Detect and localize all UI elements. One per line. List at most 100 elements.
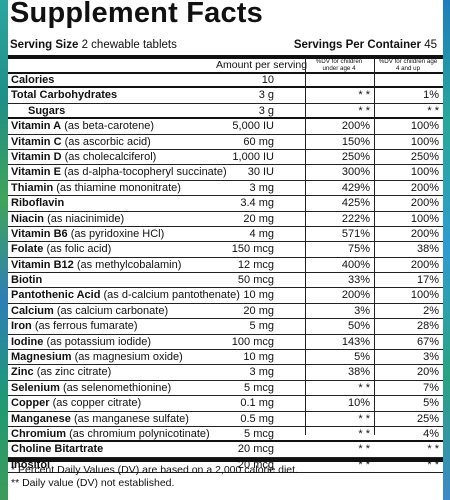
column-divider-1 [305, 58, 306, 435]
dv-4-and-up-value: 38% [416, 243, 439, 256]
serving-size: Serving Size 2 chewable tablets [10, 39, 177, 51]
serving-info: Serving Size 2 chewable tablets Servings… [10, 39, 440, 54]
nutrient-label: Biotin [11, 274, 43, 287]
nutrient-name: Chromium (as chromium polynicotinate) [11, 427, 210, 441]
nutrient-source: (as copper citrate) [52, 397, 142, 410]
dv-4-and-up-value: 200% [410, 197, 439, 210]
dv-4-and-up-value: 250% [410, 150, 439, 163]
nutrient-amount: 10 [261, 74, 274, 86]
nutrient-source: (as beta-carotene) [64, 120, 155, 133]
dv-4-and-up-value: 200% [410, 227, 439, 240]
dv-4-and-up-header: %DV for children age 4 and up [378, 58, 438, 72]
footnote-percent-dv: * Percent Daily Values (DV) are based on… [11, 464, 298, 476]
dv-under-4-value: 33% [347, 274, 370, 287]
nutrient-label: Vitamin D [11, 150, 62, 163]
nutrient-label: Calories [11, 74, 55, 86]
nutrient-row: Niacin (as niacinimide) 20 mg 222% 100% [8, 212, 443, 227]
dv-4-and-up-value: 2% [423, 304, 439, 317]
nutrient-source: (as pyridoxine HCl) [70, 227, 165, 240]
dv-under-4-value: 3% [354, 304, 370, 317]
dv-4-and-up-value: 200% [410, 258, 439, 271]
dv-4-and-up-value: 4% [423, 427, 439, 440]
nutrient-row: Vitamin B12 (as methylcobalamin) 12 mcg 40… [8, 258, 443, 274]
nutrient-amount: 0.1 mg [240, 397, 274, 410]
nutrient-amount: 20 mg [243, 212, 274, 225]
nutrient-amount: 5 mcg [244, 427, 274, 440]
servings-per-container-value: 45 [424, 39, 437, 51]
nutrient-source: (as niacinimide) [47, 212, 125, 225]
dv-under-4-value: 200% [341, 120, 370, 133]
nutrient-amount: 150 mcg [231, 243, 274, 256]
nutrient-label: Chromium [11, 427, 66, 440]
nutrient-source: (as d-alpha-tocopheryl succinate) [64, 166, 227, 179]
nutrient-name: Thiamin (as thiamine mononitrate) [11, 181, 181, 195]
servings-per-container: Servings Per Container 45 [294, 39, 437, 51]
nutrient-label: Sugars [28, 104, 66, 117]
dv-under-4-value: 75% [347, 243, 370, 256]
nutrient-name: Niacin (as niacinimide) [11, 212, 124, 226]
nutrient-amount: 3 g [258, 104, 274, 117]
nutrient-row: Copper (as copper citrate) 0.1 mg 10% 5% [8, 396, 443, 412]
nutrient-name: Pantothenic Acid (as d-calcium pantothen… [11, 288, 240, 302]
nutrient-amount: 4 mg [249, 227, 274, 240]
nutrient-source: (as selenomethionine) [62, 381, 172, 394]
nutrient-row: Riboflavin 3.4 mg 425% 200% [8, 196, 443, 212]
nutrient-row: Thiamin (as thiamine mononitrate) 3 mg 429… [8, 181, 443, 197]
nutrient-source: (as ascorbic acid) [64, 135, 151, 148]
nutrient-label: Vitamin B6 [11, 227, 68, 240]
nutrient-row: Calories 10 [8, 73, 443, 89]
nutrient-source: (as calcium carbonate) [56, 304, 169, 317]
nutrient-source: (as ferrous fumarate) [34, 320, 138, 333]
nutrient-table: Calories 10 Total Carbohydrates 3 g * * 1% S… [8, 73, 443, 474]
nutrient-name: Zinc (as zinc citrate) [11, 365, 111, 379]
nutrient-label: Vitamin E [11, 166, 61, 179]
nutrient-row: Pantothenic Acid (as d-calcium pantothen… [8, 288, 443, 304]
dv-4-and-up-value: 200% [410, 181, 439, 194]
serving-size-value: 2 chewable tablets [81, 39, 177, 51]
nutrient-row: Vitamin A (as beta-carotene) 5,000 IU 200%… [8, 119, 443, 135]
dv-under-4-value: 10% [347, 397, 370, 410]
dv-under-4-value: 425% [341, 197, 370, 210]
nutrient-name: Vitamin C (as ascorbic acid) [11, 135, 151, 149]
dv-under-4-value: 150% [341, 135, 370, 148]
dv-4-and-up-value: 1% [423, 89, 439, 102]
nutrient-row: Vitamin B6 (as pyridoxine HCl) 4 mg 571% 20… [8, 227, 443, 243]
nutrient-source: (as d-calcium pantothenate) [103, 289, 240, 302]
dv-4-and-up-value: * * [427, 104, 439, 117]
nutrient-name: Magnesium (as magnesium oxide) [11, 350, 183, 364]
nutrient-name: Riboflavin [11, 196, 64, 210]
nutrient-row: Biotin 50 mcg 33% 17% [8, 273, 443, 289]
dv-under-4-value: 429% [341, 181, 370, 194]
nutrient-amount: 1,000 IU [232, 150, 274, 163]
nutrient-row: Vitamin E (as d-alpha-tocopheryl succina… [8, 165, 443, 181]
nutrient-name: Folate (as folic acid) [11, 242, 111, 256]
dv-under-4-value: 571% [341, 227, 370, 240]
dv-under-4-value: 300% [341, 166, 370, 179]
nutrient-name: Vitamin E (as d-alpha-tocopheryl succina… [11, 165, 227, 179]
dv-under-4-value: 400% [341, 258, 370, 271]
nutrient-label: Vitamin B12 [11, 258, 74, 271]
nutrient-name: Vitamin B6 (as pyridoxine HCl) [11, 227, 164, 241]
dv-under-4-value: 5% [354, 351, 370, 364]
nutrient-label: Riboflavin [11, 197, 65, 210]
dv-under-4-value: 143% [341, 335, 370, 348]
nutrient-name: Selenium (as selenomethionine) [11, 381, 171, 395]
column-divider-2 [374, 58, 375, 435]
nutrient-name: Vitamin D (as cholecalciferol) [11, 150, 156, 164]
nutrient-source: (as magnesium oxide) [74, 351, 183, 364]
nutrient-label: Magnesium [11, 351, 72, 364]
nutrient-row: Iron (as ferrous fumarate) 5 mg 50% 28% [8, 319, 443, 335]
nutrient-amount: 3 mg [249, 181, 274, 194]
nutrient-label: Selenium [11, 381, 60, 394]
nutrient-label: Niacin [11, 212, 45, 225]
dv-4-and-up-value: * * [427, 458, 439, 471]
nutrient-label: Choline Bitartrate [11, 443, 104, 456]
table-header: Amount per serving %DV for children unde… [8, 58, 443, 75]
nutrient-name: Vitamin B12 (as methylcobalamin) [11, 258, 181, 272]
nutrient-row: Manganese (as manganese sulfate) 0.5 mg * … [8, 412, 443, 427]
nutrient-name: Manganese (as manganese sulfate) [11, 412, 189, 426]
nutrient-label: Thiamin [11, 181, 54, 194]
dv-under-4-value: * * [358, 458, 370, 471]
nutrient-row: Chromium (as chromium polynicotinate) 5 m… [8, 427, 443, 443]
nutrient-label: Total Carbohydrates [11, 89, 118, 102]
